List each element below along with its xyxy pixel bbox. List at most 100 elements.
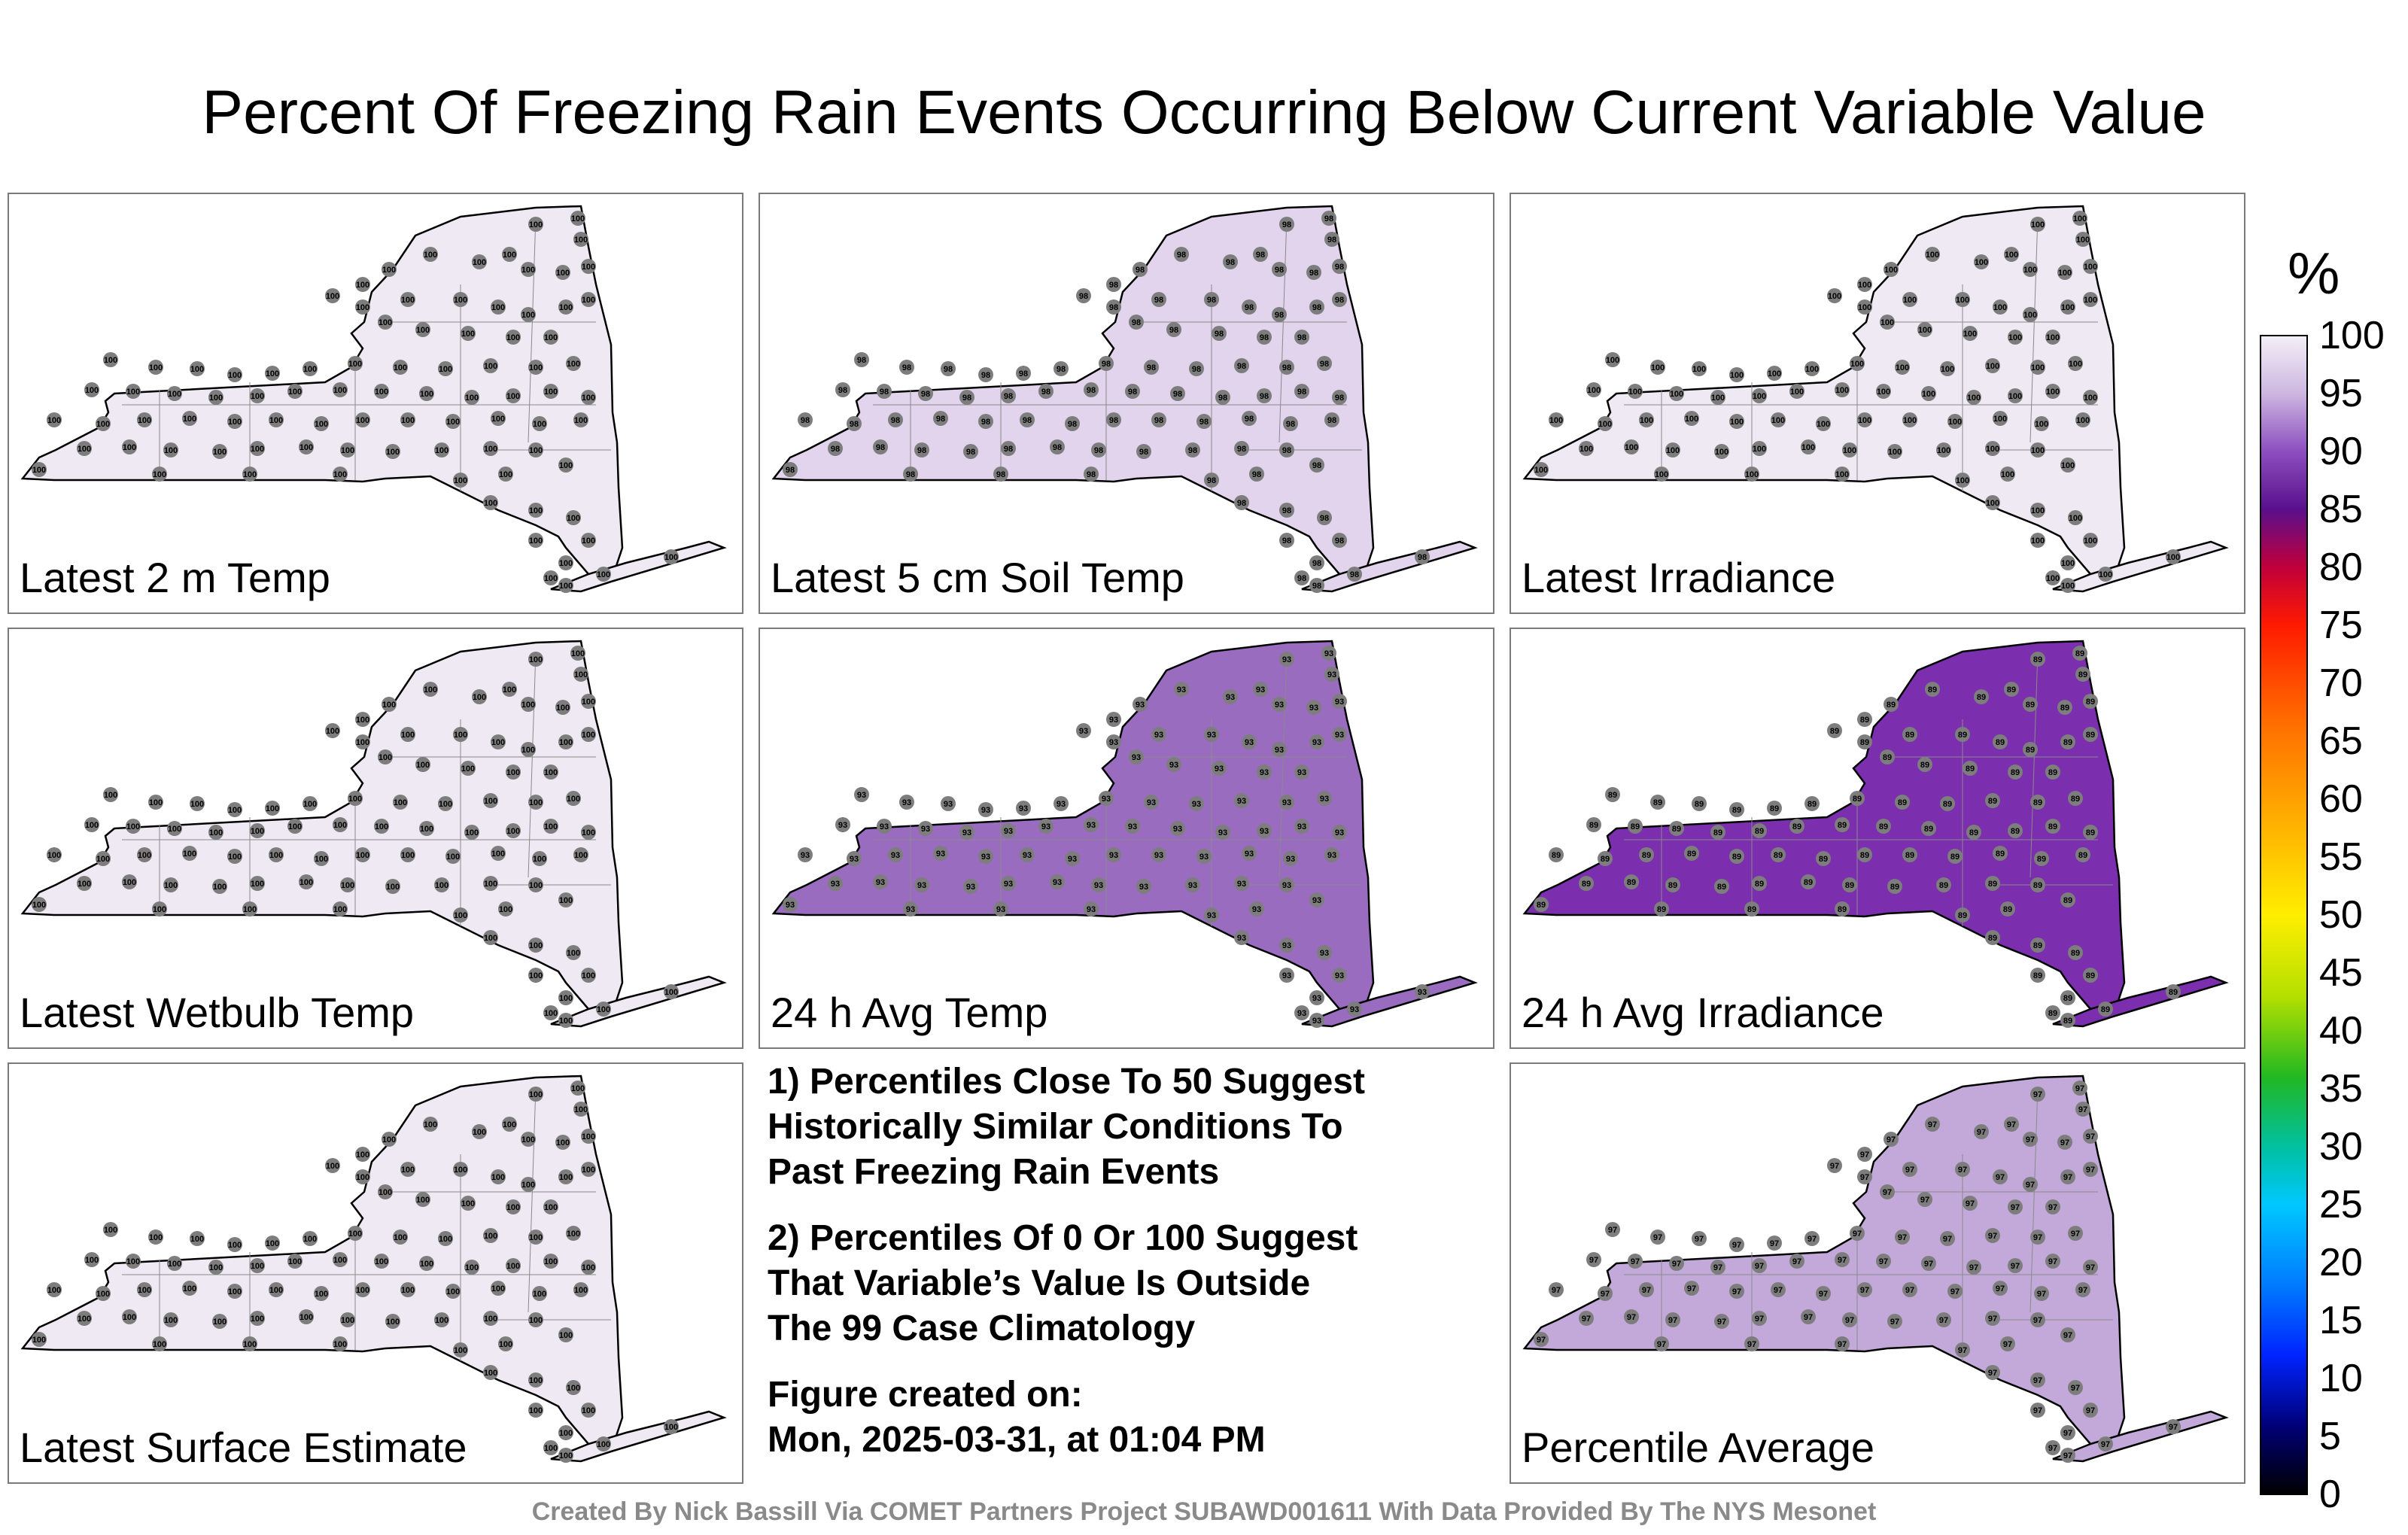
station-marker: 100 bbox=[581, 727, 596, 742]
station-marker: 93 bbox=[963, 879, 978, 894]
svg-text:93: 93 bbox=[891, 851, 900, 860]
svg-text:100: 100 bbox=[574, 670, 588, 679]
svg-text:93: 93 bbox=[1312, 896, 1321, 905]
station-marker: 100 bbox=[32, 462, 47, 477]
svg-text:93: 93 bbox=[996, 905, 1005, 914]
svg-text:97: 97 bbox=[1838, 1256, 1847, 1265]
station-marker: 100 bbox=[498, 467, 513, 482]
figure-title: Percent Of Freezing Rain Events Occurrin… bbox=[202, 78, 2206, 147]
svg-text:100: 100 bbox=[1918, 326, 1932, 335]
svg-text:100: 100 bbox=[1534, 466, 1548, 475]
svg-text:100: 100 bbox=[269, 1286, 283, 1295]
svg-text:89: 89 bbox=[1853, 795, 1862, 804]
station-marker: 100 bbox=[573, 412, 588, 427]
station-marker: 100 bbox=[250, 388, 265, 403]
svg-text:100: 100 bbox=[574, 236, 588, 245]
station-marker: 100 bbox=[464, 390, 479, 405]
station-marker: 93 bbox=[1309, 1013, 1324, 1028]
svg-text:100: 100 bbox=[96, 1290, 110, 1299]
svg-text:93: 93 bbox=[1286, 855, 1295, 864]
station-marker: 97 bbox=[1857, 1282, 1872, 1297]
station-marker: 100 bbox=[558, 578, 573, 593]
svg-text:98: 98 bbox=[838, 386, 847, 395]
station-marker: 93 bbox=[914, 877, 929, 892]
station-marker: 100 bbox=[558, 990, 573, 1005]
station-marker: 98 bbox=[1144, 360, 1159, 375]
station-marker: 98 bbox=[1279, 503, 1294, 518]
map-panel: 98 98 98 98 98 98 98 98 98 98 98 98 98 98 98 98 98 98 98 98… bbox=[759, 193, 1494, 614]
svg-text:93: 93 bbox=[838, 821, 847, 830]
station-marker: 97 bbox=[1827, 1158, 1842, 1173]
station-marker: 93 bbox=[1166, 757, 1181, 772]
svg-text:100: 100 bbox=[1715, 448, 1728, 457]
station-marker: 93 bbox=[1136, 879, 1151, 894]
svg-text:89: 89 bbox=[2048, 1009, 2057, 1018]
svg-text:100: 100 bbox=[571, 649, 585, 658]
county-lines bbox=[122, 216, 611, 491]
svg-text:89: 89 bbox=[1792, 822, 1801, 831]
station-marker: 98 bbox=[1321, 211, 1336, 226]
svg-text:89: 89 bbox=[1732, 853, 1741, 862]
svg-text:100: 100 bbox=[356, 281, 369, 290]
svg-text:100: 100 bbox=[401, 416, 415, 425]
station-marker: 97 bbox=[1605, 1222, 1620, 1237]
station-marker: 100 bbox=[250, 441, 265, 456]
svg-text:89: 89 bbox=[1845, 881, 1854, 890]
svg-text:100: 100 bbox=[544, 768, 558, 777]
svg-text:98: 98 bbox=[1023, 416, 1032, 425]
svg-text:93: 93 bbox=[1245, 850, 1254, 859]
station-marker: 98 bbox=[1223, 254, 1238, 269]
station-marker: 100 bbox=[250, 1258, 265, 1273]
station-marker: 100 bbox=[265, 801, 280, 816]
station-marker: 97 bbox=[1955, 1162, 1970, 1177]
station-marker: 89 bbox=[2060, 734, 2075, 749]
svg-text:98: 98 bbox=[1215, 330, 1224, 339]
station-marker: 93 bbox=[1332, 694, 1347, 709]
station-marker: 100 bbox=[558, 1448, 573, 1463]
station-marker: 89 bbox=[1579, 876, 1594, 891]
svg-text:98: 98 bbox=[1252, 470, 1261, 479]
station-marker: 100 bbox=[303, 796, 318, 811]
svg-text:100: 100 bbox=[2035, 420, 2048, 429]
map-panel: 100 100 100 100 100 100 100 100 100 100 100 100 100 1… bbox=[8, 628, 743, 1049]
county-lines bbox=[122, 651, 611, 926]
svg-text:100: 100 bbox=[382, 1135, 396, 1144]
svg-text:89: 89 bbox=[2071, 795, 2080, 804]
svg-text:98: 98 bbox=[857, 356, 866, 365]
station-marker: 93 bbox=[933, 846, 948, 861]
svg-text:100: 100 bbox=[315, 420, 328, 429]
station-marker: 93 bbox=[1272, 697, 1287, 712]
station-marker: 89 bbox=[2045, 1005, 2060, 1020]
svg-text:93: 93 bbox=[1132, 753, 1141, 762]
svg-text:100: 100 bbox=[1711, 394, 1725, 403]
svg-text:100: 100 bbox=[503, 685, 516, 695]
svg-text:100: 100 bbox=[521, 311, 535, 320]
station-marker: 100 bbox=[378, 749, 393, 764]
station-marker: 100 bbox=[566, 1226, 581, 1241]
station-marker: 100 bbox=[2008, 330, 2023, 345]
panel-label: Latest Surface Estimate bbox=[20, 1424, 467, 1471]
svg-text:98: 98 bbox=[1320, 514, 1329, 523]
station-marker: 93 bbox=[1272, 742, 1287, 757]
station-marker: 100 bbox=[1876, 384, 1891, 399]
station-marker: 100 bbox=[299, 1309, 314, 1324]
svg-text:89: 89 bbox=[1905, 851, 1914, 860]
station-marker: 93 bbox=[1106, 712, 1121, 727]
station-marker: 100 bbox=[374, 1254, 389, 1269]
svg-text:100: 100 bbox=[1986, 499, 1999, 508]
svg-text:100: 100 bbox=[375, 388, 388, 397]
station-marker: 98 bbox=[1076, 288, 1091, 303]
svg-text:100: 100 bbox=[379, 753, 392, 762]
svg-text:100: 100 bbox=[499, 1340, 512, 1349]
svg-text:100: 100 bbox=[465, 828, 479, 837]
svg-text:100: 100 bbox=[315, 855, 328, 864]
svg-text:100: 100 bbox=[126, 1257, 140, 1266]
station-marker: 100 bbox=[152, 1336, 167, 1351]
station-marker: 100 bbox=[664, 984, 679, 999]
station-marker: 98 bbox=[1166, 322, 1181, 337]
station-marker: 93 bbox=[899, 795, 914, 810]
svg-text:100: 100 bbox=[168, 825, 181, 834]
station-marker: 100 bbox=[528, 217, 543, 232]
svg-text:97: 97 bbox=[1905, 1286, 1914, 1295]
station-marker: 98 bbox=[1215, 390, 1230, 405]
